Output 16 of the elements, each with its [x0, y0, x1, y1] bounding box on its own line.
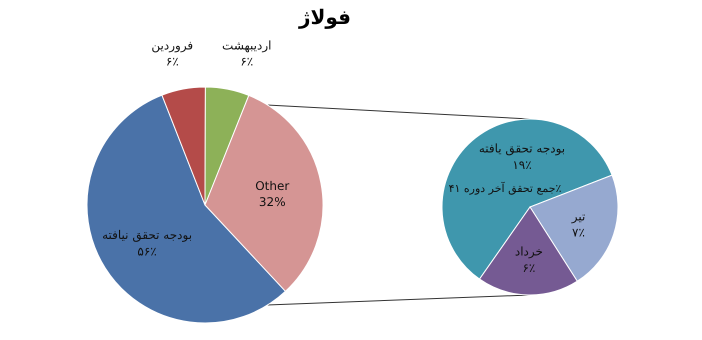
data-label: ۶٪ — [522, 260, 536, 275]
slice-label: بودجه تحقق نیافته — [102, 228, 192, 242]
data-label: ۵۶٪ — [137, 244, 157, 258]
data-label: ۶٪ — [166, 54, 179, 68]
slice-label: اردیبهشت — [222, 38, 272, 52]
slice-label: بودجه تحقق یافته — [478, 142, 566, 156]
data-label: 32% — [258, 195, 286, 210]
slice-label: Other — [255, 179, 290, 194]
data-label: ۶٪ — [240, 54, 254, 69]
text: جمع تحقق آخر دوره ۴۱٪ — [448, 181, 562, 195]
chart-title: فولاژ — [298, 5, 352, 29]
slice-label: خرداد — [514, 244, 543, 259]
slice-label: فروردین — [151, 38, 194, 52]
data-label: ۱۹٪ — [512, 158, 532, 172]
slice-label: تیر — [570, 209, 586, 224]
data-label: ۷٪ — [572, 226, 585, 240]
